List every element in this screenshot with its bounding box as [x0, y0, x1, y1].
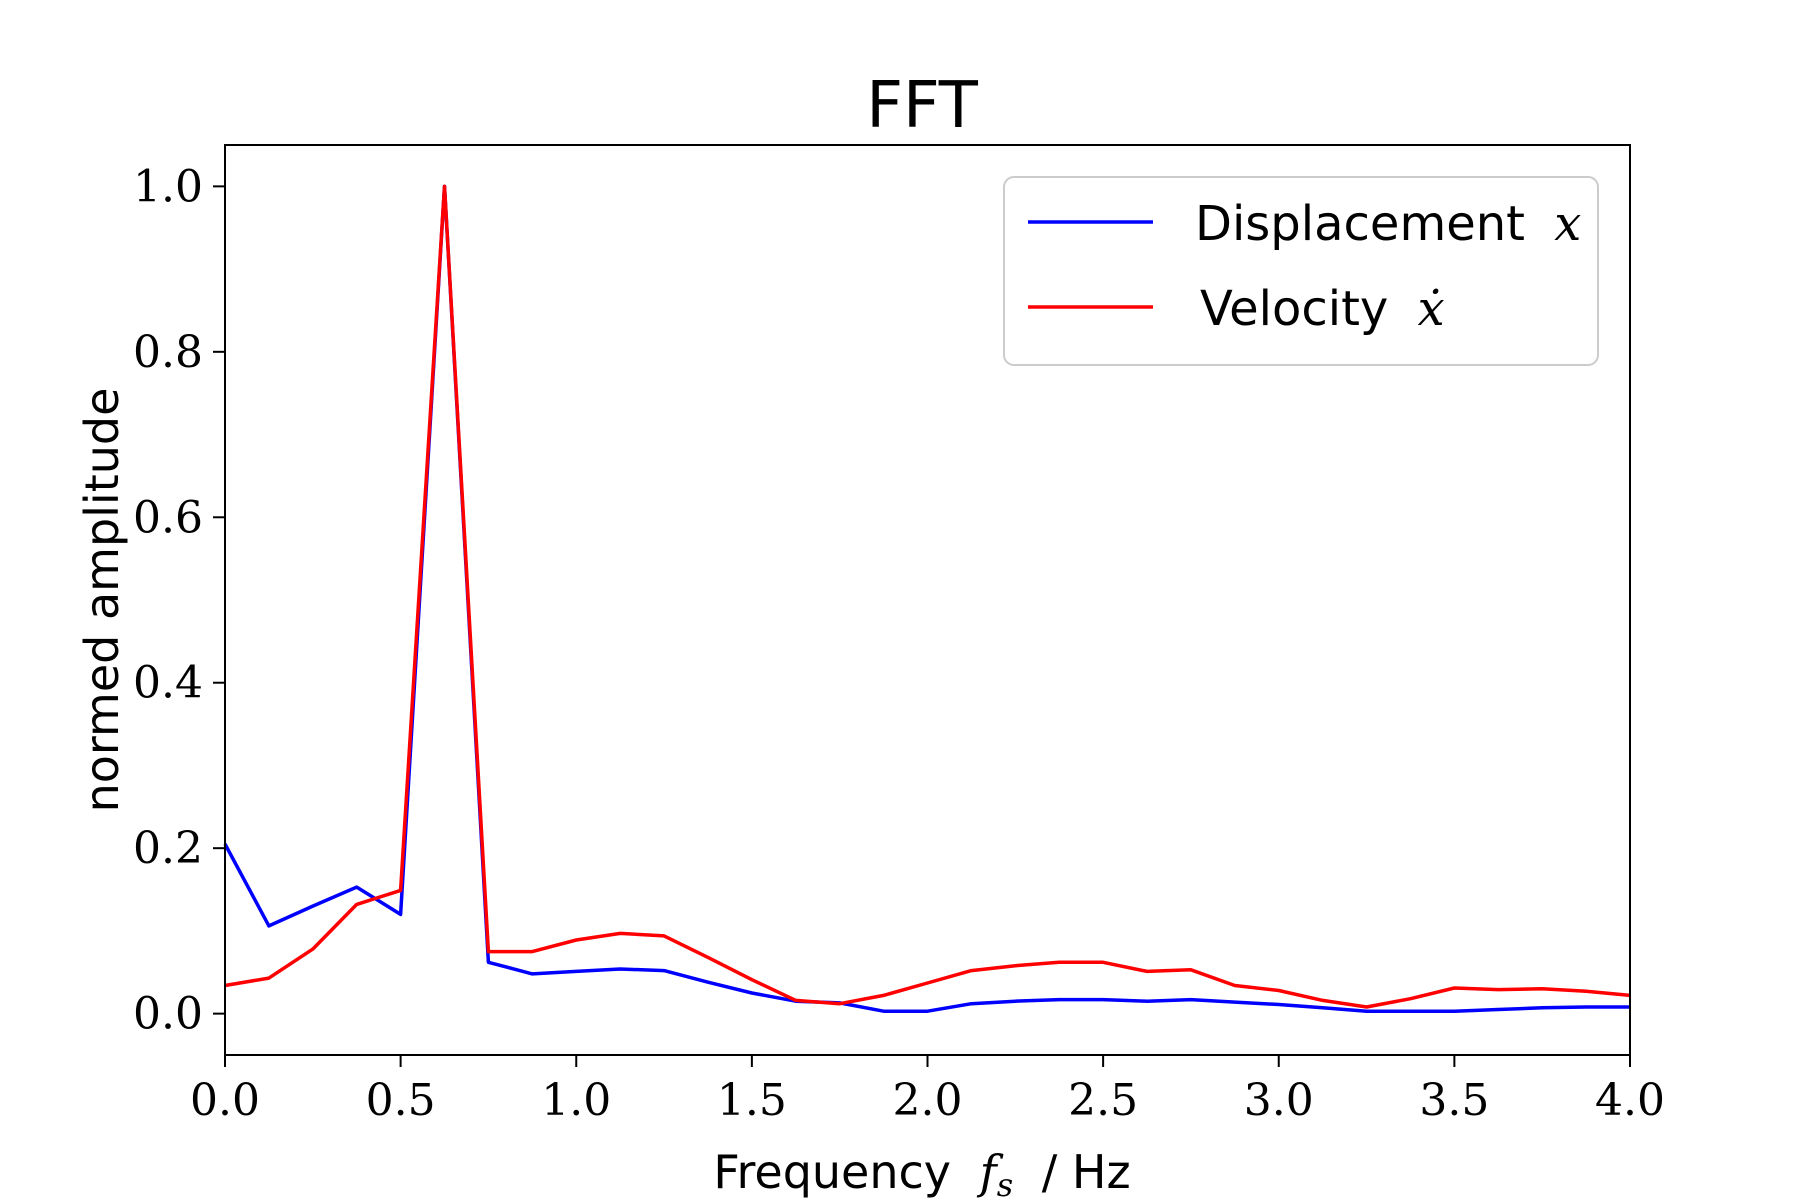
x-tick-label: 2.5 — [1068, 1075, 1138, 1126]
legend-label-velocity-math: ẋ — [1418, 281, 1445, 337]
x-axis-label-prefix: Frequency — [713, 1145, 951, 1199]
x-axis-label-suffix: / Hz — [1042, 1145, 1131, 1199]
chart-title: FFT — [866, 69, 979, 143]
y-tick-label: 1.0 — [133, 161, 203, 212]
y-tick-label: 0.8 — [133, 327, 203, 378]
x-tick-label: 2.0 — [893, 1075, 963, 1126]
series-layer — [223, 184, 1631, 1013]
x-axis-label: Frequency fs / Hz — [713, 1145, 1130, 1200]
legend-label-velocity-text: Velocity — [1200, 281, 1388, 337]
y-tick-label: 0.0 — [133, 989, 203, 1040]
series-line-velocity — [224, 184, 1631, 1009]
x-tick-label: 1.0 — [541, 1075, 611, 1126]
y-axis-label: normed amplitude — [75, 388, 129, 813]
y-axis-ticks: 0.0 0.2 0.4 0.6 0.8 1.0 — [133, 161, 225, 1040]
legend-box — [1003, 176, 1599, 366]
x-tick-label: 1.5 — [717, 1075, 787, 1126]
legend-label-displacement-math: x — [1554, 196, 1581, 252]
x-tick-label: 0.0 — [190, 1075, 260, 1126]
y-tick-label: 0.4 — [133, 658, 203, 709]
x-axis-label-subscript: s — [997, 1166, 1013, 1200]
x-tick-label: 3.5 — [1419, 1075, 1489, 1126]
y-tick-label: 0.2 — [133, 823, 203, 874]
x-tick-label: 0.5 — [366, 1075, 436, 1126]
x-tick-label: 3.0 — [1244, 1075, 1314, 1126]
legend-label-displacement-text: Displacement — [1195, 196, 1525, 252]
legend-label-velocity: Velocity ẋ — [1200, 281, 1445, 337]
x-tick-label: 4.0 — [1595, 1075, 1665, 1126]
legend: Displacement x Velocity ẋ — [1003, 176, 1599, 366]
y-tick-label: 0.6 — [133, 492, 203, 543]
legend-label-displacement: Displacement x — [1195, 196, 1581, 252]
x-axis-ticks: 0.0 0.5 1.0 1.5 2.0 2.5 3.0 3.5 4.0 — [190, 1055, 1665, 1126]
